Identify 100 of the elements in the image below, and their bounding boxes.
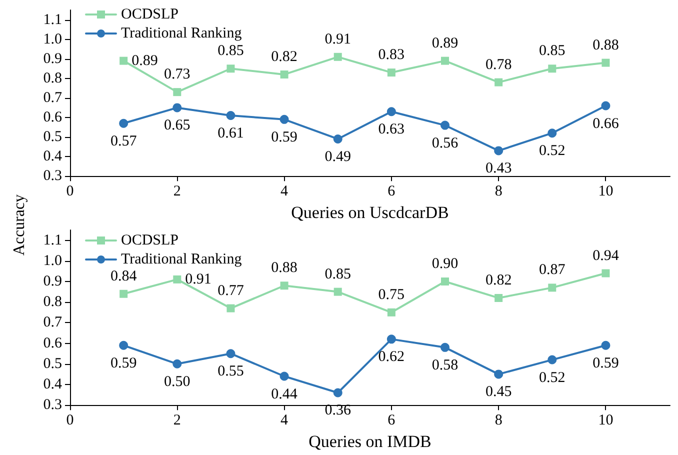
point bbox=[226, 111, 236, 120]
data-label: 0.59 bbox=[592, 355, 619, 372]
data-label: 0.90 bbox=[432, 256, 458, 272]
y-tick-label: 0.9 bbox=[43, 50, 62, 67]
point bbox=[120, 56, 128, 65]
y-tick-label: 0.8 bbox=[43, 70, 62, 86]
point bbox=[386, 334, 396, 344]
point bbox=[172, 103, 182, 112]
y-tick-label: 0.3 bbox=[43, 397, 62, 414]
point bbox=[226, 64, 235, 73]
point bbox=[548, 355, 557, 364]
point bbox=[333, 388, 342, 398]
x-tick-label: 10 bbox=[598, 412, 614, 429]
data-label: 0.56 bbox=[432, 135, 459, 152]
x-tick-label: 2 bbox=[173, 184, 181, 200]
data-label: 0.44 bbox=[271, 386, 298, 402]
point bbox=[120, 290, 128, 298]
point bbox=[494, 78, 503, 86]
data-label: 0.91 bbox=[324, 31, 351, 48]
y-tick-label: 0.6 bbox=[43, 109, 62, 126]
x-tick-label: 4 bbox=[280, 412, 289, 429]
data-label: 0.63 bbox=[378, 122, 405, 138]
x-tick-label: 0 bbox=[66, 184, 74, 200]
data-label: 0.88 bbox=[592, 37, 619, 54]
legend-label: Traditional Ranking bbox=[121, 26, 242, 42]
data-label: 0.61 bbox=[218, 126, 244, 142]
y-tick-label: 1.1 bbox=[43, 12, 62, 28]
x-axis-title: Queries on UscdcarDB bbox=[291, 203, 449, 222]
data-label: 0.89 bbox=[432, 35, 458, 52]
legend-label: OCDSLP bbox=[121, 232, 179, 248]
x-tick-label: 8 bbox=[494, 412, 502, 429]
legend-label: Traditional Ranking bbox=[121, 252, 242, 268]
data-label: 0.62 bbox=[378, 349, 405, 366]
point bbox=[173, 275, 182, 284]
y-tick-label: 0.7 bbox=[43, 90, 62, 106]
point bbox=[601, 340, 610, 350]
x-tick-label: 8 bbox=[494, 184, 502, 200]
x-tick-label: 6 bbox=[388, 412, 396, 429]
point bbox=[387, 308, 396, 316]
point bbox=[333, 134, 342, 144]
point bbox=[494, 146, 504, 156]
point bbox=[172, 359, 182, 368]
point bbox=[602, 269, 610, 278]
point bbox=[334, 288, 342, 296]
point bbox=[494, 370, 504, 379]
y-tick-label: 0.4 bbox=[43, 376, 62, 392]
data-label: 0.85 bbox=[218, 43, 244, 60]
point bbox=[226, 304, 235, 312]
data-label: 0.78 bbox=[485, 56, 512, 73]
data-label: 0.58 bbox=[432, 357, 458, 374]
point bbox=[119, 118, 128, 128]
y-tick-label: 0.5 bbox=[43, 129, 62, 146]
data-label: 0.65 bbox=[164, 118, 190, 134]
point bbox=[601, 101, 610, 110]
point bbox=[548, 64, 556, 73]
data-label: 0.59 bbox=[110, 355, 137, 372]
point bbox=[387, 68, 396, 77]
point bbox=[440, 342, 450, 352]
point bbox=[280, 372, 289, 381]
y-tick-label: 0.7 bbox=[43, 314, 62, 331]
point bbox=[280, 114, 289, 124]
point bbox=[280, 282, 288, 290]
y-tick-label: 0.4 bbox=[43, 148, 62, 165]
x-tick-label: 0 bbox=[66, 412, 74, 429]
data-label: 0.94 bbox=[592, 248, 620, 264]
data-label: 0.57 bbox=[110, 133, 138, 150]
point bbox=[494, 294, 503, 302]
data-label: 0.87 bbox=[539, 262, 566, 278]
point bbox=[440, 120, 450, 130]
y-tick-label: 1.0 bbox=[43, 31, 62, 48]
y-tick-label: 1.1 bbox=[43, 232, 62, 248]
y-tick-label: 1.0 bbox=[43, 252, 62, 269]
data-label: 0.66 bbox=[592, 116, 620, 132]
point bbox=[441, 278, 449, 286]
point bbox=[226, 349, 236, 358]
point bbox=[334, 52, 342, 61]
data-label: 0.89 bbox=[132, 52, 158, 69]
point bbox=[441, 56, 449, 65]
legend-label: OCDSLP bbox=[121, 6, 179, 22]
data-label: 0.49 bbox=[324, 148, 351, 165]
y-axis-title: Accuracy bbox=[11, 193, 29, 258]
data-label: 0.73 bbox=[164, 66, 190, 83]
data-label: 0.52 bbox=[539, 370, 566, 386]
data-label: 0.83 bbox=[378, 47, 405, 64]
point bbox=[173, 88, 182, 96]
data-label: 0.52 bbox=[539, 143, 566, 160]
point bbox=[548, 128, 557, 138]
data-label: 0.55 bbox=[218, 364, 244, 380]
y-tick-label: 0.5 bbox=[43, 356, 62, 372]
point bbox=[602, 58, 610, 67]
data-label: 0.45 bbox=[485, 384, 512, 400]
x-tick-label: 2 bbox=[173, 412, 181, 429]
x-tick-label: 4 bbox=[280, 184, 289, 200]
data-label: 0.88 bbox=[271, 260, 298, 276]
x-tick-label: 6 bbox=[388, 184, 396, 200]
data-label: 0.85 bbox=[324, 266, 351, 282]
data-label: 0.77 bbox=[218, 282, 244, 299]
data-label: 0.91 bbox=[185, 271, 212, 288]
x-axis-title: Queries on IMDB bbox=[308, 432, 432, 451]
data-label: 0.85 bbox=[539, 43, 566, 60]
